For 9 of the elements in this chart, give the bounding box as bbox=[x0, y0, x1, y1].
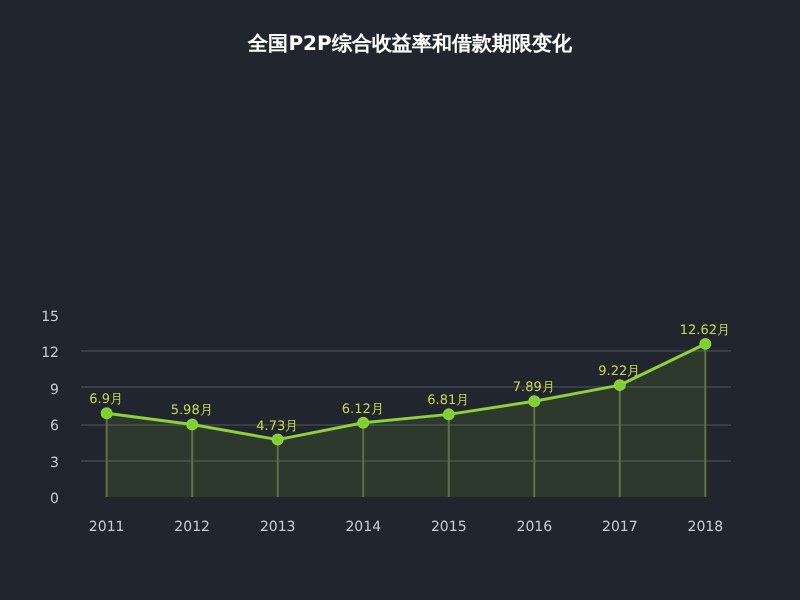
chart-title: 全国P2P综合收益率和借款期限变化 bbox=[248, 32, 572, 60]
point bbox=[613, 379, 626, 392]
point bbox=[442, 408, 455, 421]
point bbox=[271, 433, 284, 446]
point bbox=[357, 416, 370, 429]
point bbox=[186, 418, 199, 431]
point bbox=[528, 395, 541, 408]
point bbox=[100, 407, 113, 420]
point bbox=[699, 337, 712, 350]
